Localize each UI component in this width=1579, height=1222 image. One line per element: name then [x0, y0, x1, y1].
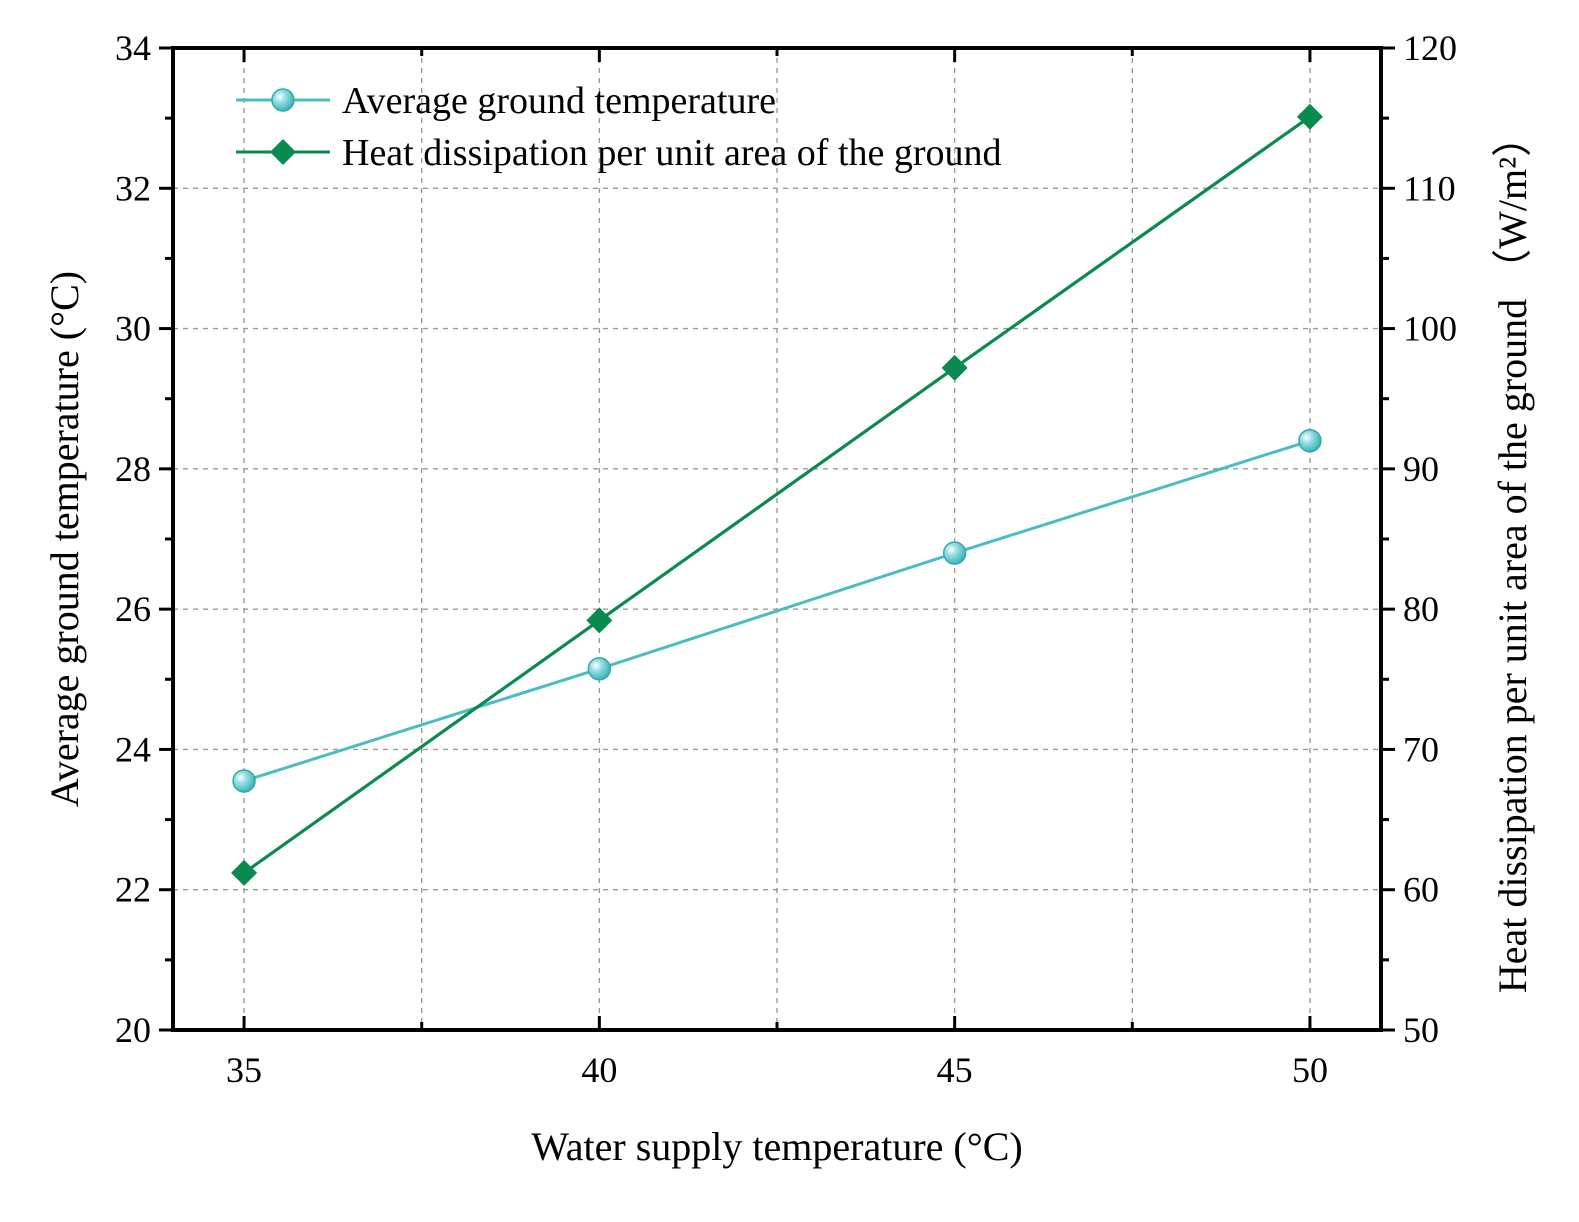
y2-axis-title: Heat dissipation per unit area of the gr…	[1490, 117, 1535, 993]
series-line-heat-dissipation	[243, 115, 1311, 875]
x-tick-label: 40	[581, 1050, 617, 1090]
legend-marker-average-ground-temperature	[271, 88, 295, 112]
data-point-average-ground-temperature	[1298, 429, 1322, 453]
series-line-average-ground-temperature	[243, 439, 1311, 783]
x-axis-title: Water supply temperature (°C)	[531, 1124, 1022, 1169]
data-point-heat-dissipation	[586, 607, 613, 634]
tick-labels: 20 22 24 26 28 30 32 34 50 60 70 80 90 100 110 120 35 40 4…	[115, 28, 1457, 1090]
y2-tick-label: 60	[1403, 870, 1439, 910]
y-tick-label: 28	[115, 449, 151, 489]
y2-tick-label: 120	[1403, 28, 1457, 68]
y-tick-label: 20	[115, 1010, 151, 1050]
y-axis-title: Average ground temperature (°C)	[42, 271, 87, 807]
y-tick-label: 30	[115, 309, 151, 349]
data-point-heat-dissipation	[231, 859, 258, 886]
y-tick-label: 24	[115, 729, 151, 769]
series-layer	[231, 103, 1323, 886]
data-point-heat-dissipation	[941, 354, 968, 381]
axis-ticks	[159, 46, 1395, 1032]
data-point-average-ground-temperature	[942, 541, 967, 565]
y-tick-label: 26	[115, 589, 151, 629]
y-tick-label: 22	[115, 870, 151, 910]
data-point-heat-dissipation	[1296, 103, 1323, 130]
y2-tick-label: 110	[1403, 168, 1456, 208]
y2-tick-label: 80	[1403, 589, 1439, 629]
grid	[173, 48, 1381, 1030]
y2-tick-label: 70	[1403, 729, 1439, 769]
y-tick-label: 34	[115, 28, 151, 68]
x-tick-label: 50	[1292, 1050, 1328, 1090]
legend-label-heat-dissipation: Heat dissipation per unit area of the gr…	[342, 132, 1002, 174]
legend: Average ground temperature Heat dissipat…	[236, 80, 1002, 174]
legend-marker-heat-dissipation	[270, 139, 296, 165]
y2-tick-label: 100	[1403, 309, 1457, 349]
x-tick-label: 45	[937, 1050, 973, 1090]
y-tick-label: 32	[115, 168, 151, 208]
data-point-average-ground-temperature	[232, 769, 256, 793]
legend-label-average-ground-temperature: Average ground temperature	[342, 80, 776, 122]
y2-tick-label: 50	[1403, 1010, 1439, 1050]
y2-tick-label: 90	[1403, 449, 1439, 489]
x-tick-label: 35	[226, 1050, 262, 1090]
data-point-average-ground-temperature	[587, 657, 612, 681]
